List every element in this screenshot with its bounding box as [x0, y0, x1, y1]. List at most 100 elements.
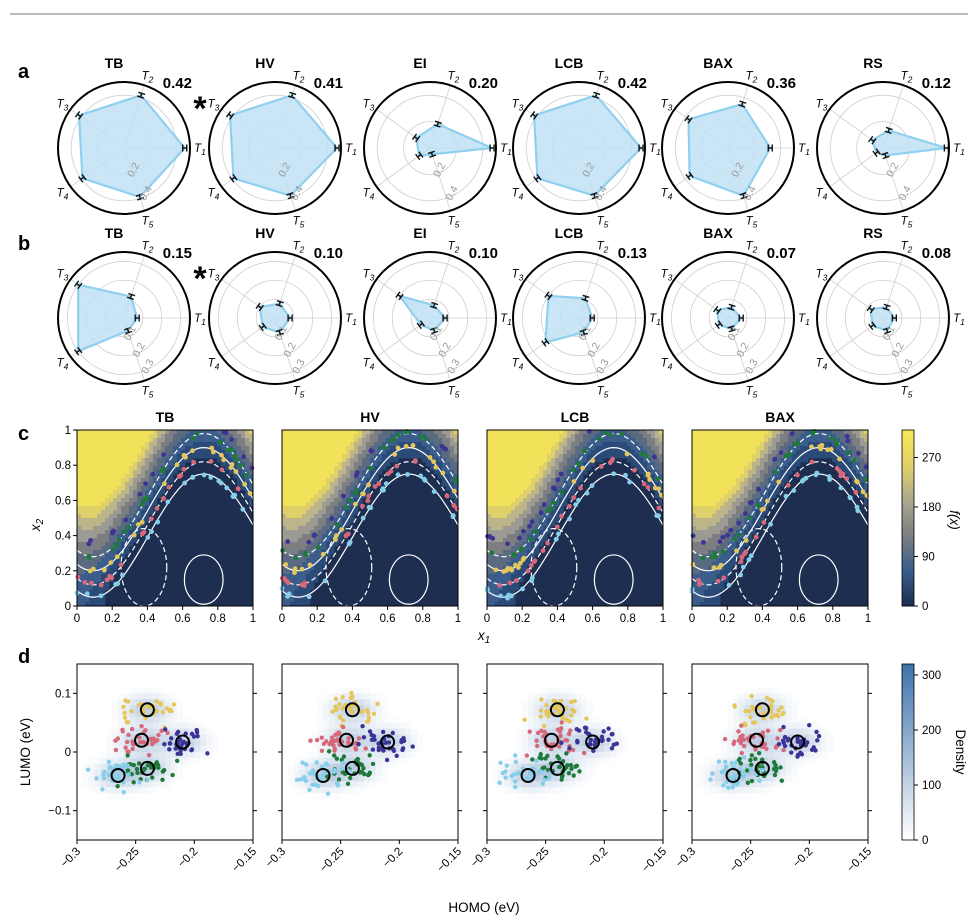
contour-band-cell [81, 478, 86, 483]
contour-band-cell [635, 438, 640, 443]
contour-band-cell [555, 446, 560, 451]
contour-band-cell [752, 434, 757, 439]
contour-band-cell [856, 454, 861, 459]
contour-band-cell [619, 450, 624, 455]
contour-band-cell [286, 434, 291, 439]
contour-band-cell [732, 518, 737, 523]
contour-band-cell [326, 502, 331, 507]
contour-band-cell [507, 458, 512, 463]
colorbar-cell [902, 435, 914, 440]
contour-band-cell [503, 562, 508, 567]
contour-band-cell [318, 558, 323, 563]
sample-point [360, 515, 366, 521]
density-cell [147, 722, 154, 729]
contour-band-cell [567, 450, 572, 455]
contour-band-cell [692, 594, 697, 599]
contour-band-cell [523, 438, 528, 443]
error-bar-cap [875, 148, 881, 155]
contour-band-cell [728, 506, 733, 511]
sample-point [712, 550, 718, 556]
sample-point [283, 562, 289, 567]
contour-band-cell [350, 486, 355, 491]
contour-band-cell [133, 514, 138, 519]
theta-label-t1: T1 [798, 313, 810, 327]
contour-band-cell [503, 462, 508, 467]
contour-band-cell [700, 490, 705, 495]
contour-band-cell [302, 506, 307, 511]
contour-band-cell [282, 546, 287, 551]
contour-band-cell [342, 502, 347, 507]
contour-band-cell [728, 514, 733, 519]
contour-band-cell [732, 482, 737, 487]
theta-label-t3: T3 [57, 98, 69, 112]
contour-band-cell [81, 534, 86, 539]
sample-point [732, 536, 738, 542]
contour-band-cell [519, 522, 524, 527]
contour-band-cell [370, 434, 375, 439]
contour-band-cell [704, 458, 709, 463]
contour-band-cell [716, 478, 721, 483]
contour-band-cell [302, 510, 307, 515]
contour-band-cell [724, 442, 729, 447]
contour-band-cell [539, 534, 544, 539]
contour-band-cell [651, 482, 656, 487]
contour-band-cell [736, 546, 741, 551]
sample-point [864, 493, 870, 498]
contour-band-cell [89, 514, 94, 519]
contour-band-cell [249, 434, 254, 439]
density-cell [123, 705, 131, 712]
contour-band-cell [760, 430, 765, 435]
contour-band-cell [543, 450, 548, 455]
contour-band-cell [643, 458, 648, 463]
contour-band-cell [406, 434, 411, 439]
contour-band-cell [77, 510, 82, 515]
contour-band-cell [322, 478, 327, 483]
contour-band-cell [559, 494, 564, 499]
contour-band-cell [241, 486, 246, 491]
density-cell [141, 687, 148, 694]
contour-band-cell [583, 446, 588, 451]
contour-band-cell [93, 462, 98, 467]
density-cell [147, 781, 154, 788]
sample-point [834, 441, 840, 447]
contour-band-cell [539, 438, 544, 443]
contour-band-cell [306, 586, 311, 591]
contour-band-cell [571, 446, 576, 451]
contour-band-cell [101, 514, 106, 519]
contour-band-cell [776, 446, 781, 451]
contour-band-cell [105, 510, 110, 515]
contour-band-cell [716, 514, 721, 519]
contour-band-cell [551, 446, 556, 451]
contour-band-cell [189, 442, 194, 447]
contour-band-cell [495, 538, 500, 543]
contour-band-cell [97, 538, 102, 543]
contour-band-cell [655, 474, 660, 479]
contour-band-cell [736, 454, 741, 459]
error-bar-cap [429, 154, 437, 158]
contour-band-cell [760, 470, 765, 475]
contour-band-cell [740, 478, 745, 483]
contour-band-cell [121, 538, 126, 543]
contour-band-cell [330, 470, 335, 475]
contour-band-cell [591, 442, 596, 447]
sample-point [827, 477, 833, 482]
contour-band-cell [752, 450, 757, 455]
contour-band-cell [519, 454, 524, 459]
sample-point [764, 498, 770, 504]
contour-band-cell [744, 526, 749, 531]
contour-band-cell [547, 438, 552, 443]
contour-band-cell [740, 514, 745, 519]
contour-band-cell [89, 442, 94, 447]
contour-band-cell [434, 462, 439, 467]
contour-band-cell [386, 434, 391, 439]
contour-band-cell [543, 442, 548, 447]
contour-band-cell [587, 466, 592, 471]
contour-band-cell [113, 534, 118, 539]
contour-band-cell [366, 486, 371, 491]
contour-band-cell [342, 442, 347, 447]
contour-band-cell [249, 482, 254, 487]
contour-band-cell [760, 462, 765, 467]
contour-band-cell [708, 542, 713, 547]
contour-band-cell [716, 502, 721, 507]
contour-band-cell [294, 462, 299, 467]
